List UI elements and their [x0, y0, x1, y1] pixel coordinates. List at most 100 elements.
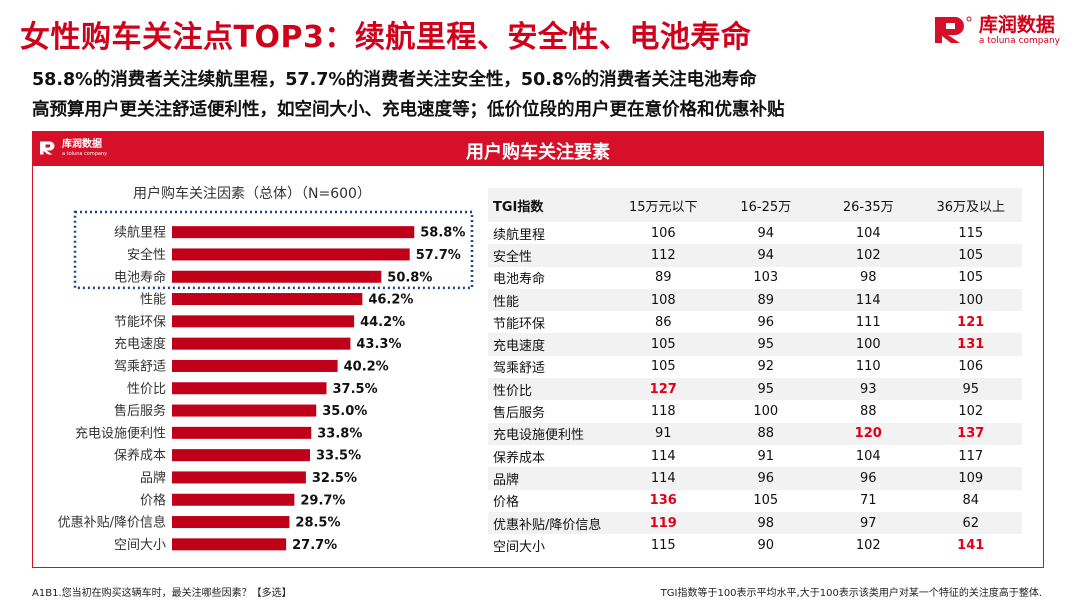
- table-row: 空间大小 115 90 102 141: [488, 534, 1022, 556]
- tgi-cell: 106: [958, 359, 984, 375]
- tgi-cell: 86: [654, 314, 672, 330]
- table-row: 性能 108 89 114 100: [488, 288, 1022, 312]
- panel-logo: 库润数据 a toluna company: [39, 139, 107, 157]
- value-label: 37.5%: [333, 382, 378, 397]
- panel-title: 用户购车关注要素: [466, 142, 610, 163]
- tgi-cell: 109: [958, 470, 984, 486]
- tgi-cell: 105: [958, 270, 984, 286]
- table-row: 安全性 112 94 102 105: [488, 244, 1022, 267]
- tgi-row-label: 保养成本: [493, 450, 546, 466]
- category-label: 充电设施便利性: [75, 425, 166, 441]
- tgi-cell: 120: [854, 426, 882, 442]
- category-label: 安全性: [127, 247, 166, 263]
- table-row: 充电速度 105 95 100 131: [488, 333, 1022, 356]
- category-label: 优惠补贴/降价信息: [58, 515, 166, 531]
- tgi-header-row: TGI指数 15万元以下 16-25万 26-35万 36万及以上: [488, 188, 1022, 222]
- subtitle-line-1: 58.8%的消费者关注续航里程，57.7%的消费者关注安全性，50.8%的消费者…: [32, 70, 757, 90]
- tgi-cell: 93: [859, 381, 877, 397]
- tgi-cell: 100: [958, 292, 984, 308]
- attention-bar-chart: 用户购车关注因素（总体）（N=600） 续航里程 58.8% 安全性 57.7% 电池寿…: [58, 185, 474, 553]
- tgi-row-label: 节能环保: [493, 316, 546, 332]
- value-label: 29.7%: [300, 493, 345, 508]
- bar: [172, 471, 306, 484]
- tgi-cell: 62: [962, 515, 980, 531]
- value-label: 43.3%: [356, 337, 401, 352]
- tgi-cell: 114: [855, 292, 881, 308]
- tgi-row-label: 性价比: [493, 383, 533, 399]
- tgi-cell: 96: [859, 470, 877, 486]
- bar: [172, 449, 311, 462]
- bar: [172, 315, 355, 328]
- tgi-row-label: 续航里程: [493, 227, 546, 243]
- value-label: 33.5%: [316, 449, 361, 464]
- tgi-cell: 110: [855, 359, 881, 375]
- tgi-table: TGI指数 15万元以下 16-25万 26-35万 36万及以上 续航里程 10…: [488, 188, 1022, 556]
- value-label: 40.2%: [344, 359, 389, 374]
- bar: [172, 226, 415, 239]
- table-row: 售后服务 118 100 88 102: [488, 400, 1022, 422]
- tgi-cell: 88: [859, 404, 877, 420]
- chart-title: 用户购车关注因素（总体）（N=600）: [133, 185, 371, 202]
- panel-logo-icon: [40, 141, 55, 155]
- bar: [172, 359, 338, 372]
- category-label: 节能环保: [114, 315, 166, 330]
- table-row: 驾乘舒适 105 92 110 106: [488, 356, 1022, 378]
- tgi-cell: 91: [654, 426, 672, 442]
- tgi-cell: 100: [855, 337, 881, 353]
- category-label: 价格: [140, 492, 166, 508]
- tgi-row-label: 空间大小: [493, 539, 546, 555]
- table-row: 节能环保 86 96 111 121: [488, 311, 1022, 333]
- company-logo: 库润数据 a toluna company: [933, 14, 1060, 46]
- tgi-cell: 96: [757, 470, 775, 486]
- panel-header: 库润数据 a toluna company 用户购车关注要素: [33, 132, 1043, 166]
- tgi-cell: 98: [757, 515, 775, 531]
- tgi-cell: 95: [757, 381, 775, 397]
- tgi-header-col: 36万及以上: [936, 199, 1006, 215]
- tgi-row-label: 充电速度: [493, 339, 546, 355]
- value-label: 57.7%: [416, 248, 461, 263]
- tgi-cell: 114: [650, 470, 676, 486]
- tgi-cell: 105: [650, 359, 676, 375]
- tgi-cell: 96: [757, 314, 775, 330]
- table-row: 价格 136 105 71 84: [488, 490, 1022, 512]
- page-title: 女性购车关注点TOP3：续航里程、安全性、电池寿命: [20, 20, 752, 55]
- category-label: 续航里程: [114, 225, 166, 241]
- category-label: 驾乘舒适: [114, 359, 166, 374]
- tgi-cell: 104: [855, 225, 881, 241]
- tgi-cell: 104: [855, 448, 881, 464]
- bar: [172, 426, 312, 439]
- category-label: 空间大小: [114, 538, 166, 553]
- category-label: 充电速度: [114, 336, 166, 352]
- tgi-cell: 106: [650, 225, 676, 241]
- tgi-row-label: 电池寿命: [493, 272, 546, 288]
- tgi-cell: 100: [753, 404, 779, 420]
- tgi-cell: 90: [757, 537, 775, 553]
- tgi-cell: 127: [649, 381, 677, 397]
- tgi-cell: 102: [855, 537, 881, 553]
- tgi-row-label: 优惠补贴/降价信息: [493, 517, 602, 533]
- tgi-cell: 136: [649, 493, 677, 509]
- tgi-row-label: 品牌: [493, 472, 520, 488]
- tgi-cell: 131: [957, 337, 985, 353]
- tgi-cell: 95: [962, 381, 980, 397]
- tgi-cell: 108: [650, 292, 676, 308]
- value-label: 28.5%: [295, 516, 340, 531]
- tgi-cell: 115: [650, 537, 676, 553]
- tgi-cell: 102: [958, 404, 984, 420]
- category-label: 性价比: [127, 382, 166, 397]
- content-panel: 库润数据 a toluna company 用户购车关注要素: [32, 131, 1044, 568]
- tgi-cell: 97: [859, 515, 877, 531]
- tgi-cell: 89: [654, 270, 672, 286]
- value-label: 32.5%: [312, 471, 357, 486]
- value-label: 33.8%: [317, 426, 362, 441]
- bar: [172, 516, 290, 529]
- bar: [172, 293, 363, 306]
- tgi-cell: 137: [957, 426, 985, 442]
- tgi-header-col: 15万元以下: [628, 199, 698, 215]
- table-row: 性价比 127 95 93 95: [488, 378, 1022, 401]
- table-row: 充电设施便利性 91 88 120 137: [488, 422, 1022, 445]
- tgi-cell: 105: [650, 337, 676, 353]
- bar: [172, 382, 327, 395]
- panel-logo-tagline: a toluna company: [62, 151, 108, 157]
- tgi-cell: 71: [859, 493, 877, 509]
